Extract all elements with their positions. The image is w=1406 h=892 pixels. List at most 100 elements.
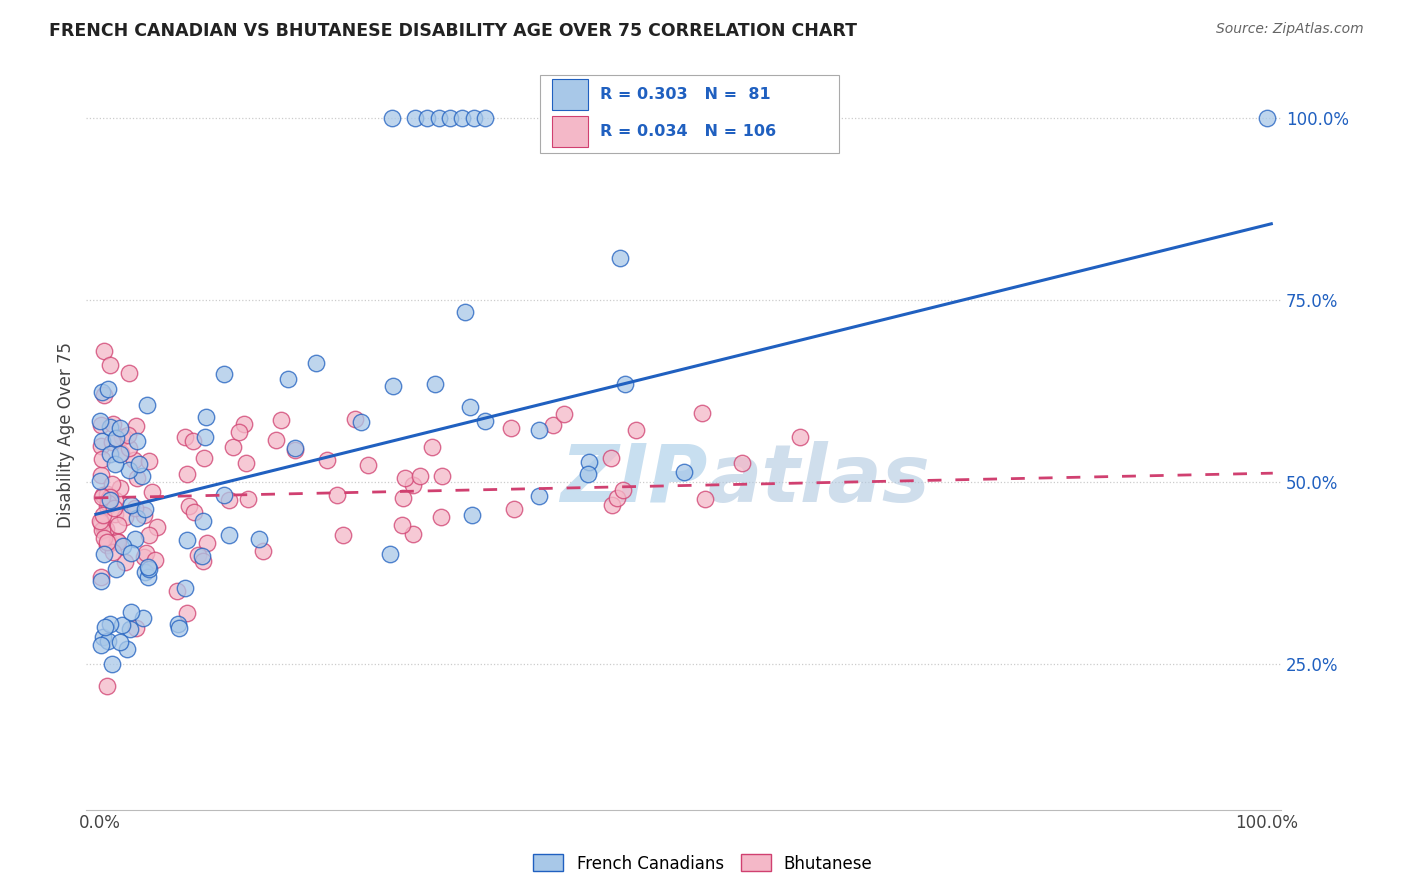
Point — [104, 457, 127, 471]
FancyBboxPatch shape — [553, 78, 588, 110]
Point — [543, 417, 565, 432]
Point — [381, 111, 404, 125]
Point — [146, 519, 169, 533]
Point — [344, 412, 367, 426]
Point — [247, 532, 270, 546]
Point — [91, 524, 114, 538]
Point — [103, 500, 125, 515]
Point — [252, 543, 274, 558]
Point — [107, 534, 129, 549]
Point — [176, 606, 198, 620]
Point — [97, 634, 120, 648]
Point — [97, 534, 120, 549]
Point — [143, 553, 166, 567]
Point — [392, 491, 415, 505]
Point — [96, 679, 118, 693]
Point — [117, 463, 139, 477]
Point — [391, 517, 413, 532]
Point — [402, 477, 425, 491]
Point — [332, 528, 354, 542]
Point — [89, 514, 111, 528]
Point — [134, 501, 156, 516]
Point — [218, 528, 240, 542]
Point — [108, 447, 131, 461]
Point — [91, 508, 114, 523]
Point — [98, 492, 121, 507]
Point — [576, 467, 599, 481]
Point — [90, 467, 112, 482]
Point — [277, 372, 299, 386]
Point — [91, 630, 114, 644]
Point — [90, 574, 112, 588]
Point — [461, 508, 484, 522]
Point — [212, 488, 235, 502]
Point — [394, 470, 416, 484]
Point — [176, 533, 198, 548]
Point — [117, 428, 139, 442]
Point — [167, 616, 190, 631]
Point — [100, 435, 122, 450]
Point — [128, 457, 150, 471]
Point — [600, 450, 623, 465]
Point — [89, 474, 111, 488]
Point — [90, 639, 112, 653]
Point — [90, 439, 112, 453]
Point — [90, 434, 112, 449]
Text: R = 0.034   N = 106: R = 0.034 N = 106 — [600, 124, 776, 139]
Point — [118, 622, 141, 636]
Point — [232, 417, 254, 431]
FancyBboxPatch shape — [540, 75, 839, 153]
Point — [194, 430, 217, 444]
Point — [120, 498, 142, 512]
Point — [103, 545, 125, 559]
Point — [174, 582, 197, 596]
Point — [98, 447, 121, 461]
Point — [125, 434, 148, 448]
Point — [501, 421, 523, 435]
Point — [167, 620, 190, 634]
Point — [183, 505, 205, 519]
Point — [91, 385, 114, 400]
Point — [100, 657, 122, 671]
Text: atlas: atlas — [707, 441, 931, 518]
Point — [356, 458, 378, 472]
Point — [136, 398, 159, 412]
Point — [117, 441, 139, 455]
Point — [112, 539, 135, 553]
Point — [176, 467, 198, 481]
Point — [120, 605, 142, 619]
Point — [416, 111, 439, 125]
Point — [132, 508, 155, 522]
Point — [138, 454, 160, 468]
Point — [378, 547, 401, 561]
Point — [325, 488, 347, 502]
Point — [93, 343, 115, 358]
Point — [96, 538, 118, 552]
Y-axis label: Disability Age Over 75: Disability Age Over 75 — [58, 342, 75, 527]
Point — [120, 546, 142, 560]
Point — [98, 490, 121, 504]
Point — [502, 502, 524, 516]
Point — [108, 635, 131, 649]
Point — [122, 453, 145, 467]
Point — [222, 440, 245, 454]
Point — [94, 619, 117, 633]
Point — [101, 417, 124, 431]
Point — [96, 523, 118, 537]
Point — [135, 546, 157, 560]
Point — [177, 500, 200, 514]
Point — [111, 618, 134, 632]
Point — [138, 528, 160, 542]
Point — [125, 620, 148, 634]
Point — [236, 492, 259, 507]
Point — [315, 453, 337, 467]
Point — [409, 469, 432, 483]
Point — [136, 570, 159, 584]
Point — [194, 409, 217, 424]
Point — [124, 533, 146, 547]
Point — [110, 420, 132, 434]
Point — [193, 554, 215, 568]
Point — [105, 432, 128, 446]
Point — [118, 366, 141, 380]
Point — [136, 560, 159, 574]
